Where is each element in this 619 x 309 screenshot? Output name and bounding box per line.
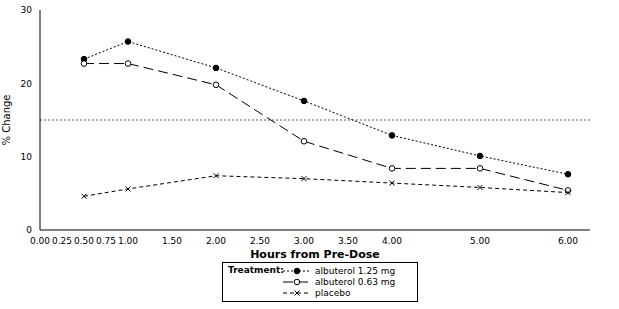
- svg-text:30: 30: [21, 5, 33, 15]
- svg-text:0.50: 0.50: [74, 236, 94, 246]
- html-text:albuterol 1.25 mg: albuterol 1.25 mg: [315, 265, 396, 276]
- svg-text:5.00: 5.00: [470, 236, 490, 246]
- svg-text:0.25: 0.25: [52, 236, 72, 246]
- svg-text:Hours from Pre-Dose: Hours from Pre-Dose: [250, 248, 380, 261]
- svg-text:0.75: 0.75: [96, 236, 116, 246]
- svg-text:2.50: 2.50: [250, 236, 270, 246]
- svg-text:6.00: 6.00: [558, 236, 578, 246]
- svg-text:2.00: 2.00: [206, 236, 226, 246]
- svg-text:3.00: 3.00: [294, 236, 314, 246]
- svg-text:0.00: 0.00: [30, 236, 50, 246]
- svg-text:4.00: 4.00: [382, 236, 402, 246]
- svg-text:20: 20: [21, 79, 33, 89]
- svg-text:% Change: % Change: [8, 95, 12, 146]
- html-text:albuterol 0.63 mg: albuterol 0.63 mg: [315, 276, 396, 287]
- html-text:placebo: placebo: [315, 287, 351, 298]
- svg-text:10: 10: [21, 152, 33, 162]
- svg-text:0: 0: [26, 225, 32, 235]
- svg-text:1.50: 1.50: [162, 236, 182, 246]
- svg-text:1.00: 1.00: [118, 236, 138, 246]
- html-text:Treatment:: Treatment:: [228, 265, 284, 275]
- svg-text:3.50: 3.50: [338, 236, 358, 246]
